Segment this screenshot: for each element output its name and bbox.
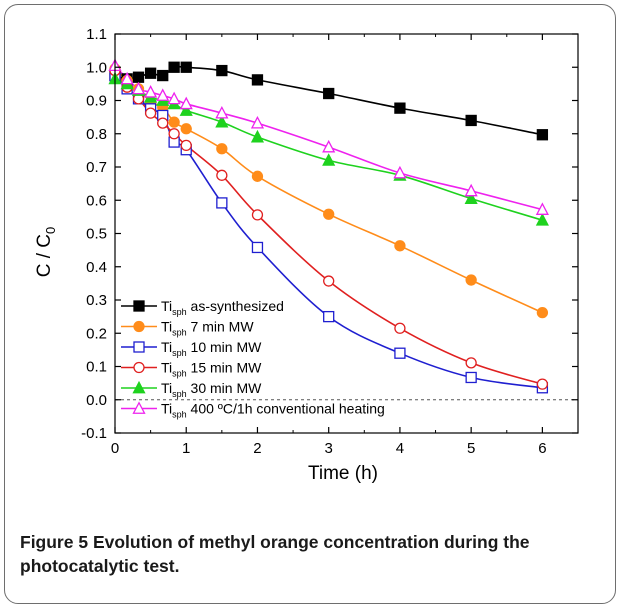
figure-label: Figure 5 [20,532,89,552]
y-tick-label: 0.0 [86,392,107,409]
series-0-point [132,71,145,83]
series-4-point [464,191,478,204]
y-tick-label: 0.7 [86,159,107,176]
legend-label-1: Tisph 7 min MW [161,319,254,338]
series-5-point [131,81,146,95]
y-tick-label: 0.9 [86,93,107,110]
legend-marker-2 [133,341,145,353]
series-1-point [168,116,180,128]
series-0-point [323,87,335,100]
legend-label-4: Tisph 30 min MW [161,380,262,399]
series-1-point [465,274,477,286]
series-5-point [464,183,478,197]
legend-label-2: Tisph 10 min MW [161,339,262,358]
x-tick-label: 1 [182,440,190,457]
y-tick-label: 1.0 [86,59,107,76]
figure-frame [4,4,616,604]
series-1-point [536,306,549,319]
series-5-point [322,139,336,153]
series-4-point [179,103,193,116]
legend-marker-4 [132,380,146,394]
y-tick-label: 1.1 [86,26,107,43]
series-3-point [323,275,335,287]
series-0-point [144,67,157,79]
series-4-point [535,213,549,226]
x-tick-label: 2 [253,440,261,457]
series-3-point [216,169,228,181]
legend-label-5: Tisph 400 ºC/1h conventional heating [161,401,385,420]
series-3-point [157,117,169,129]
series-5-point [156,88,170,101]
y-axis-title-main: C / C [34,234,55,277]
y-tick-label: 0.8 [86,126,107,143]
series-5-point [535,202,549,215]
series-1-point [216,143,228,155]
series-5-point [215,105,229,119]
series-3-point [144,107,157,119]
series-0-point [536,129,549,141]
series-1-point [180,123,192,135]
series-1-point [394,240,406,252]
legend-marker-0 [133,300,145,312]
legend-marker-5 [132,401,146,414]
series-1-point [323,208,335,220]
series-3-point [394,322,406,334]
y-tick-label: -0.1 [81,425,107,442]
series-3-point [180,139,192,152]
series-0-point [157,69,169,82]
series-5-point [167,91,181,105]
series-2-point [216,197,228,209]
x-tick-label: 0 [111,440,119,457]
series-3-point [536,378,549,390]
chart: 0 1 2 3 4 5 6 -0.1 0.0 0.1 0.2 0.3 0.4 0.5 0.6 0.7 0.8 0.… [34,26,579,484]
legend-marker-3 [133,361,145,374]
y-axis-title: C / C0 [34,227,58,278]
series-5-point [179,96,193,110]
figure-caption-text: Evolution of methyl orange concentration… [20,532,530,576]
series-2-point [251,241,264,254]
y-tick-label: 0.2 [86,325,107,342]
y-tick-label: 0.4 [86,259,107,276]
legend-label-0: Tisph as-synthesized [161,298,284,317]
series-2-point [394,347,406,359]
series-0-point [251,74,264,86]
x-axis-title: Time (h) [308,463,378,484]
figure-caption: Figure 5 Evolution of methyl orange conc… [20,530,610,578]
series-2-point [323,310,335,323]
series-4-point [250,129,265,143]
x-tick-label: 4 [396,440,404,457]
series-3-point [465,357,477,369]
x-tick-label: 5 [467,440,475,457]
x-tick-label: 3 [325,440,333,457]
series-5-point [144,85,158,98]
series-4-point [215,114,229,128]
y-tick-label: 0.3 [86,292,107,309]
legend-marker-1 [133,320,145,333]
legend-label-3: Tisph 15 min MW [161,360,262,379]
x-tick-label: 6 [538,440,546,457]
series-5-point [120,71,134,85]
series-0-point [180,61,192,73]
y-tick-label: 0.5 [86,226,107,243]
series-0-point [216,64,228,77]
y-tick-label: 0.6 [86,192,107,209]
series-0-point [394,102,406,114]
y-axis-title-sub: 0 [43,227,58,234]
series-0-point [465,114,477,127]
y-tick-label: 0.1 [86,359,107,376]
series-2-point [465,371,477,384]
series-3-point [168,128,180,140]
series-5-point [393,165,407,179]
series-5-point [250,115,265,129]
series-0-point [168,61,180,73]
series-1-point [251,170,264,182]
series-4-point [322,153,336,166]
series-3-point [251,209,264,221]
